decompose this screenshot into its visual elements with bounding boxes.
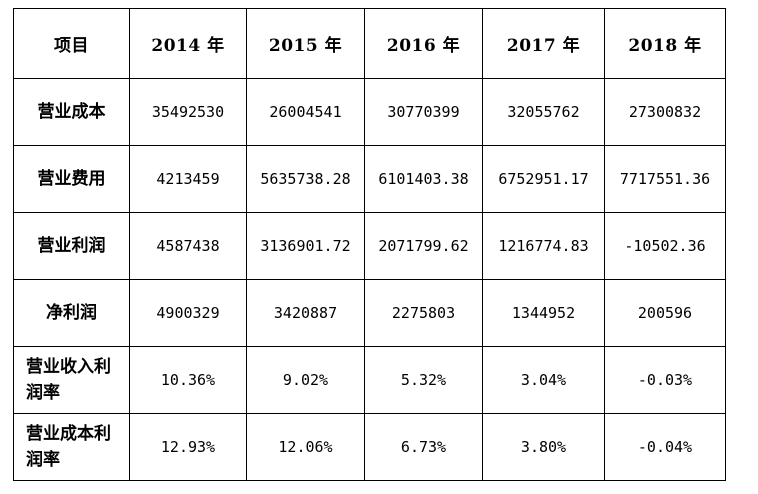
header-year-2015: 2015 年 bbox=[246, 8, 365, 79]
table-cell: 2071799.62 bbox=[364, 212, 483, 280]
header-year-2016: 2016 年 bbox=[364, 8, 483, 79]
table-cell: 10.36% bbox=[129, 346, 247, 414]
table-cell: 7717551.36 bbox=[604, 145, 726, 213]
table-row: 净利润 4900329 3420887 2275803 1344952 2005… bbox=[13, 279, 726, 347]
financial-table: 项目 2014 年 2015 年 2016 年 2017 年 2018 年 营业… bbox=[13, 8, 726, 481]
header-year-2018: 2018 年 bbox=[604, 8, 726, 79]
header-year-2014: 2014 年 bbox=[129, 8, 247, 79]
table-cell: 12.06% bbox=[246, 413, 365, 481]
table-cell: 6.73% bbox=[364, 413, 483, 481]
table-row: 营业费用 4213459 5635738.28 6101403.38 67529… bbox=[13, 145, 726, 213]
table-cell: 32055762 bbox=[482, 78, 605, 146]
table-cell: 6101403.38 bbox=[364, 145, 483, 213]
table-cell: 4900329 bbox=[129, 279, 247, 347]
table-cell: -0.04% bbox=[604, 413, 726, 481]
table-row: 营业成本 35492530 26004541 30770399 32055762… bbox=[13, 78, 726, 146]
table-cell: 3.80% bbox=[482, 413, 605, 481]
table-cell: 4213459 bbox=[129, 145, 247, 213]
header-year-2017: 2017 年 bbox=[482, 8, 605, 79]
table-cell: 26004541 bbox=[246, 78, 365, 146]
table-row: 营业成本利润率 12.93% 12.06% 6.73% 3.80% -0.04% bbox=[13, 413, 726, 481]
table-row: 营业收入利润率 10.36% 9.02% 5.32% 3.04% -0.03% bbox=[13, 346, 726, 414]
table-row: 营业利润 4587438 3136901.72 2071799.62 12167… bbox=[13, 212, 726, 280]
row-label: 营业费用 bbox=[13, 145, 130, 213]
row-label: 营业收入利润率 bbox=[13, 346, 130, 414]
table-cell: 27300832 bbox=[604, 78, 726, 146]
table-cell: 2275803 bbox=[364, 279, 483, 347]
table-cell: -0.03% bbox=[604, 346, 726, 414]
row-label: 营业成本 bbox=[13, 78, 130, 146]
row-label: 净利润 bbox=[13, 279, 130, 347]
table-cell: 3136901.72 bbox=[246, 212, 365, 280]
table-cell: 3.04% bbox=[482, 346, 605, 414]
table-cell: 200596 bbox=[604, 279, 726, 347]
table-cell: 1216774.83 bbox=[482, 212, 605, 280]
row-label: 营业利润 bbox=[13, 212, 130, 280]
table-cell: 5.32% bbox=[364, 346, 483, 414]
table-cell: 30770399 bbox=[364, 78, 483, 146]
table-cell: 6752951.17 bbox=[482, 145, 605, 213]
row-label: 营业成本利润率 bbox=[13, 413, 130, 481]
header-row: 项目 2014 年 2015 年 2016 年 2017 年 2018 年 bbox=[13, 8, 726, 79]
header-item: 项目 bbox=[13, 8, 130, 79]
table-cell: 1344952 bbox=[482, 279, 605, 347]
table-cell: 3420887 bbox=[246, 279, 365, 347]
table-cell: 9.02% bbox=[246, 346, 365, 414]
table-cell: -10502.36 bbox=[604, 212, 726, 280]
table-cell: 5635738.28 bbox=[246, 145, 365, 213]
table-cell: 4587438 bbox=[129, 212, 247, 280]
table-cell: 35492530 bbox=[129, 78, 247, 146]
table-cell: 12.93% bbox=[129, 413, 247, 481]
